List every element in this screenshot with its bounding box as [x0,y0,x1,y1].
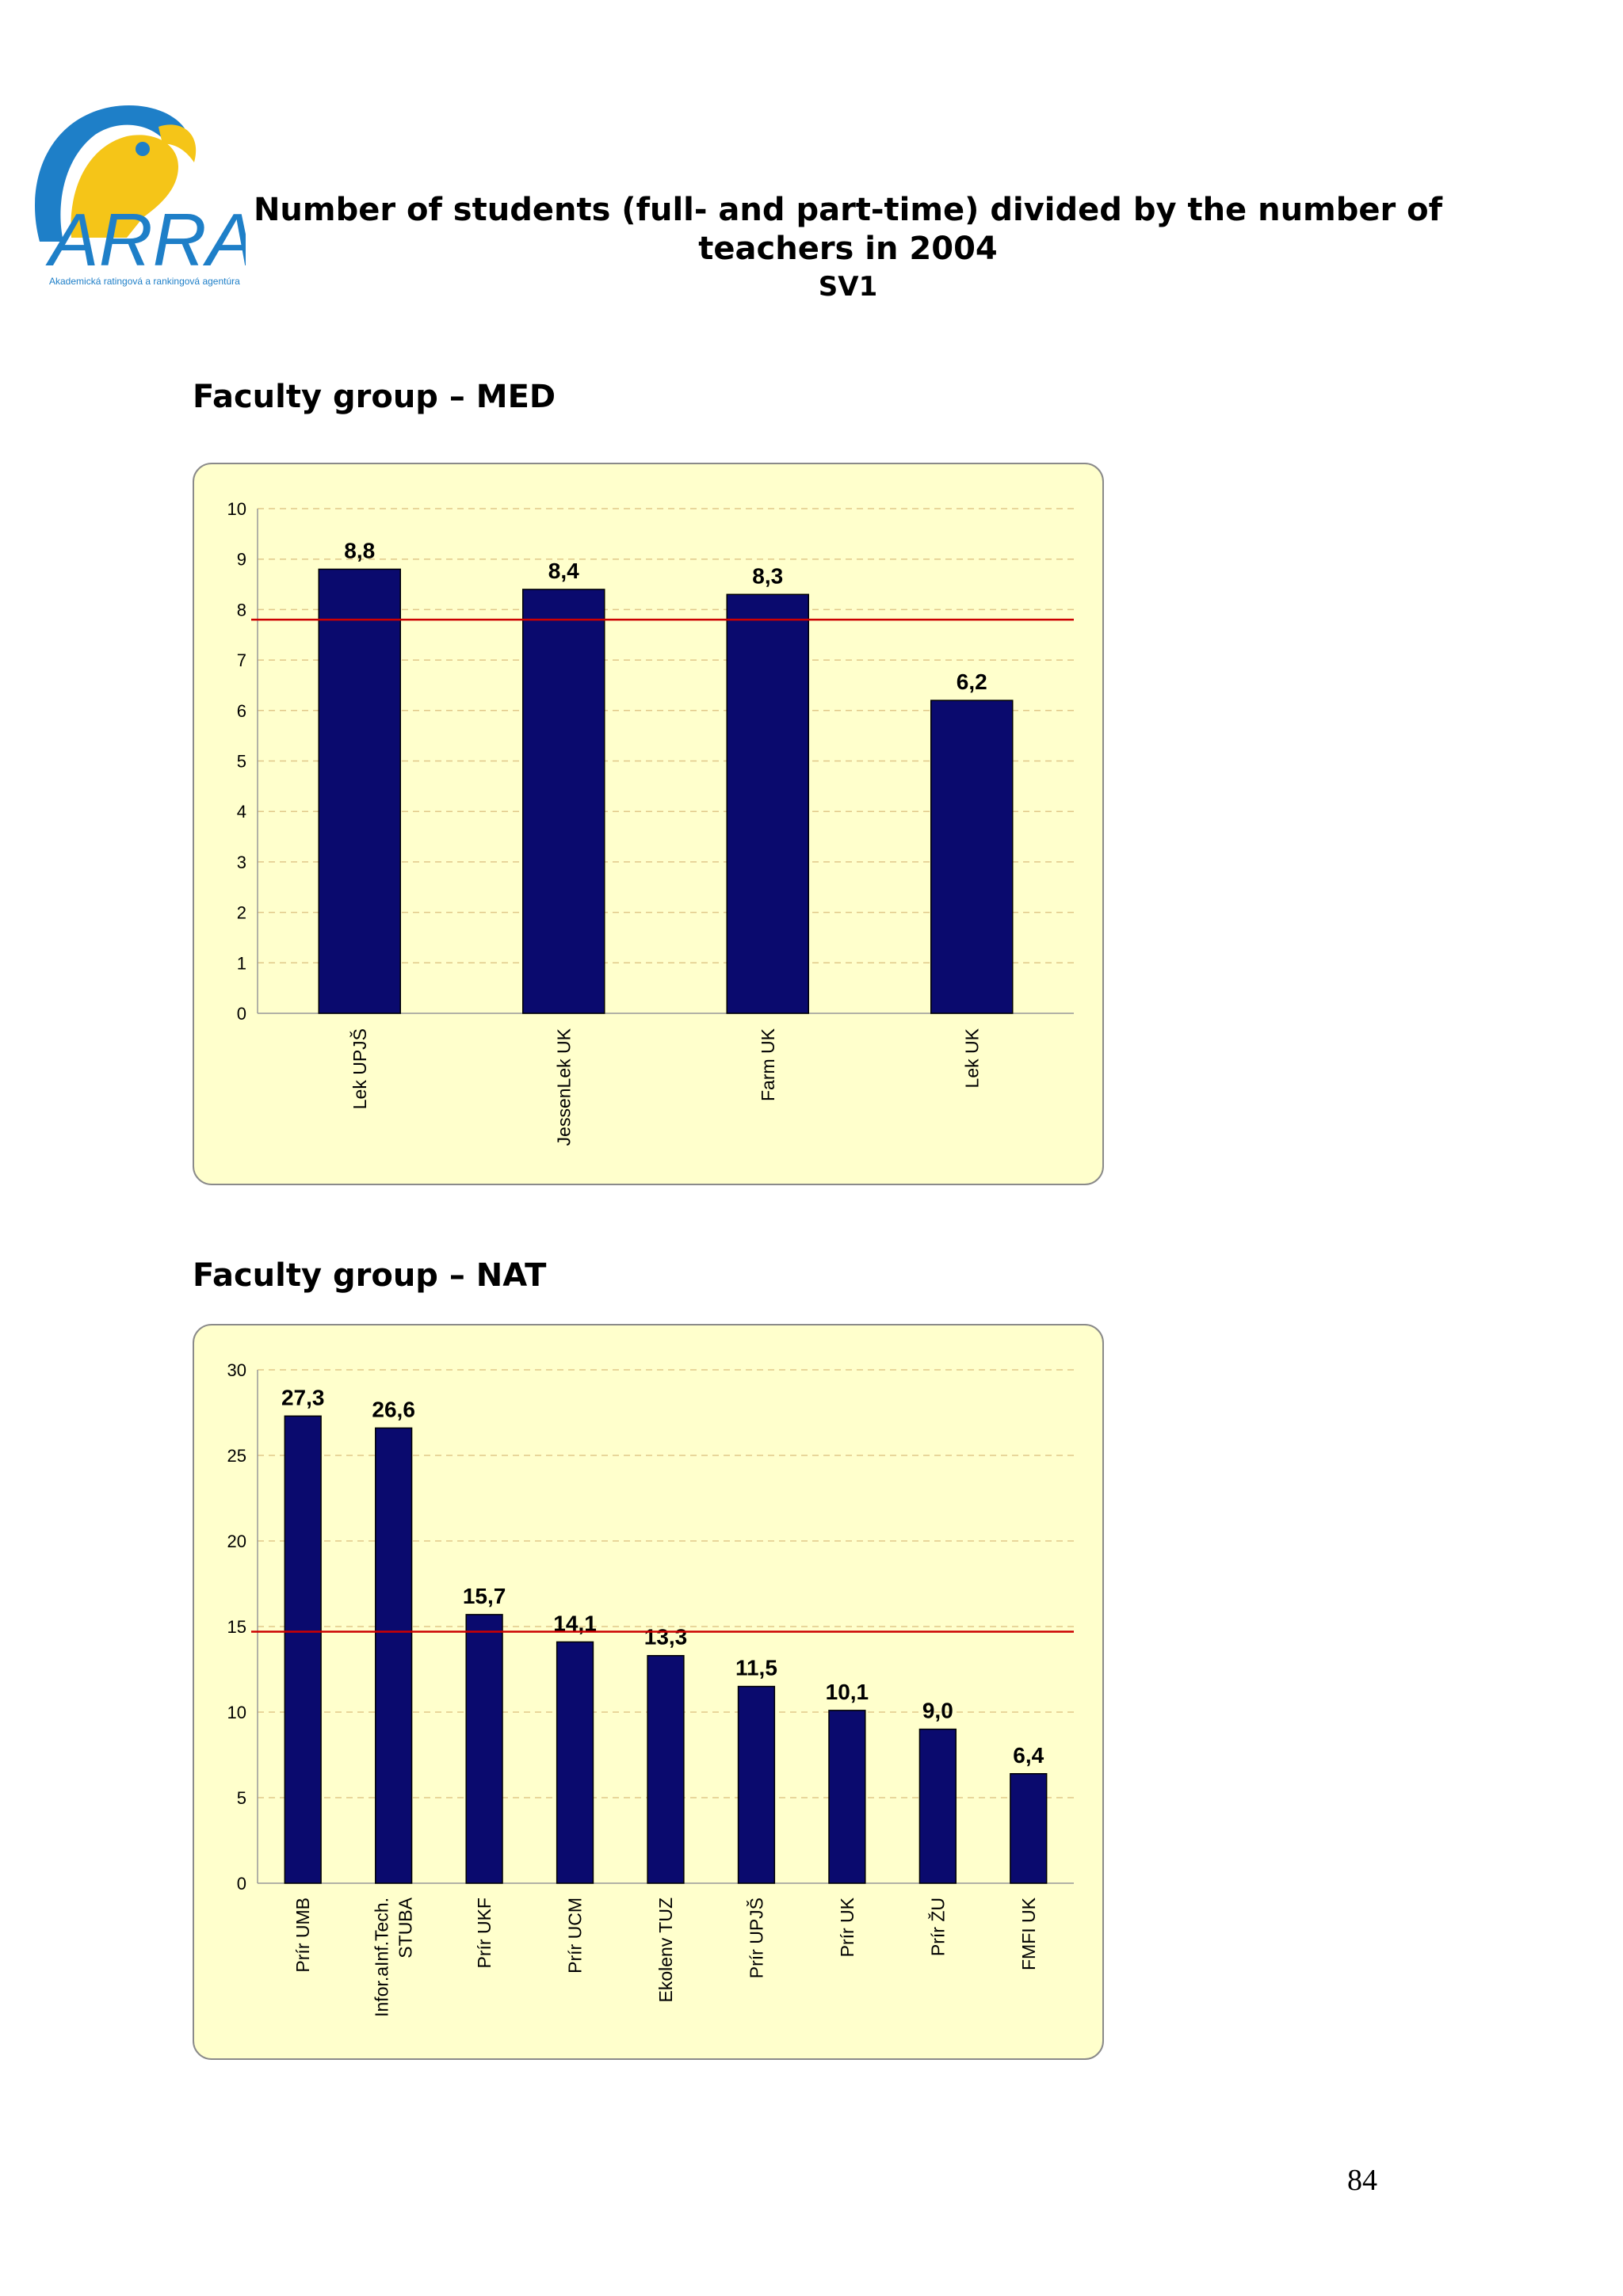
data-label: 26,6 [372,1397,414,1421]
svg-text:ARRA: ARRA [45,198,246,281]
chart-med: 0 1 2 3 4 5 6 7 8 9 10 8,8 Lek UPJŠ 8,4 JessenLek UK 8,… [193,463,1104,1185]
x-tick-label: Prír ŽU [927,1897,948,1956]
bar [828,1710,866,1884]
data-label: 15,7 [463,1584,506,1608]
y-tick-label: 6 [237,701,246,721]
x-tick-label: FMFI UK [1018,1897,1039,1970]
y-tick-label: 5 [237,752,246,772]
x-tick-label: Lek UK [961,1028,982,1088]
y-tick-label: 5 [237,1788,246,1808]
bar [1010,1773,1048,1884]
y-tick-label: 3 [237,852,246,872]
data-label: 11,5 [735,1656,777,1680]
bar [375,1427,413,1884]
x-tick-label: Farm UK [758,1028,778,1101]
x-tick-label: Infor.aInf.Tech. STUBA [372,1897,416,2017]
x-tick-label: Prír UKF [474,1897,495,1968]
bar [726,593,809,1014]
page-title: Number of students (full- and part-time)… [253,192,1443,228]
page-title-line-2: teachers in 2004 [698,231,998,267]
y-tick-label: 8 [237,600,246,620]
page-number: 84 [1347,2164,1377,2197]
x-tick-label: Prír UMB [292,1897,313,1973]
data-label: 9,0 [922,1699,953,1723]
bar [318,568,401,1014]
data-label: 13,3 [644,1625,688,1650]
arra-logo: ARRA Akademická ratingová a rankingová a… [24,87,256,293]
page-subtitle: SV1 [818,271,878,303]
chart-nat: 0 5 10 15 20 25 30 27,3 Prír UMB 26,6 Infor.aInf.T… [193,1324,1104,2060]
section-heading-med: Faculty group – MED [193,379,556,415]
data-label: 6,2 [957,669,987,694]
y-tick-label: 7 [237,650,246,670]
data-label: 8,8 [344,538,375,563]
y-tick-label: 25 [227,1446,246,1466]
y-tick-label: 9 [237,550,246,570]
section-heading-nat: Faculty group – NAT [193,1257,547,1294]
bar [284,1415,322,1884]
y-tick-label: 4 [237,802,246,822]
bar [647,1654,685,1884]
y-tick-label: 30 [227,1360,246,1380]
y-tick-label: 15 [227,1617,246,1637]
data-label: 27,3 [281,1385,325,1409]
bar [465,1614,503,1884]
bar [918,1728,957,1884]
bar [522,589,605,1014]
chart-nat-svg: 0 5 10 15 20 25 30 27,3 Prír UMB 26,6 Infor.aInf.T… [227,1360,1074,2017]
y-tick-label: 20 [227,1531,246,1551]
bar [930,700,1014,1014]
y-tick-label: 0 [237,1874,246,1894]
x-tick-label: Prír UCM [565,1897,586,1974]
data-label: 8,3 [752,563,783,588]
data-label: 6,4 [1013,1743,1044,1768]
bar [737,1685,776,1884]
x-tick-label: Prír UPJŠ [745,1897,766,1978]
parrot-logo-icon: ARRA Akademická ratingová a rankingová a… [35,105,256,287]
data-label: 10,1 [826,1680,869,1704]
x-tick-label: Ekolenv TUZ [655,1897,676,2003]
x-tick-label: Lek UPJŠ [349,1028,370,1109]
bar [556,1641,594,1884]
y-tick-label: 2 [237,903,246,923]
y-tick-label: 0 [237,1004,246,1024]
x-tick-label: Prír UK [837,1897,857,1957]
y-tick-label: 10 [227,499,246,519]
y-tick-label: 1 [237,953,246,973]
chart-med-svg: 0 1 2 3 4 5 6 7 8 9 10 8,8 Lek UPJŠ 8,4 JessenLek UK 8,… [227,499,1074,1146]
svg-text:Akademická ratingová a ranking: Akademická ratingová a rankingová agentú… [49,276,240,287]
y-tick-label: 10 [227,1703,246,1722]
x-tick-label: JessenLek UK [553,1028,574,1146]
data-label: 8,4 [548,559,579,583]
